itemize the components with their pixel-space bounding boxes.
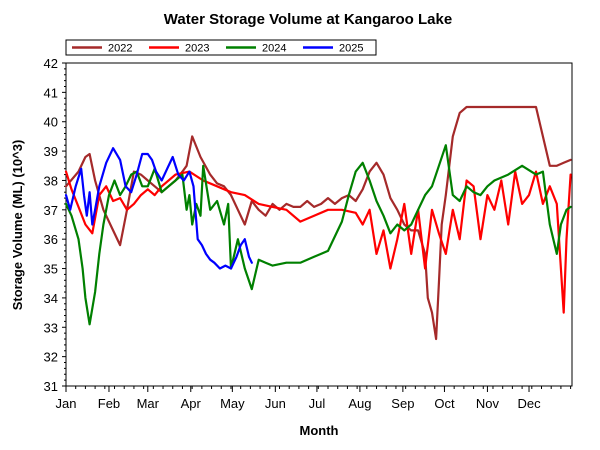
y-tick-label: 34 xyxy=(44,291,58,306)
y-tick-label: 33 xyxy=(44,320,58,335)
y-tick-label: 32 xyxy=(44,350,58,365)
legend: 2022 2023 2024 2025 xyxy=(65,39,377,56)
x-tick-label: Dec xyxy=(517,396,541,411)
x-tick-label: Jun xyxy=(265,396,286,411)
x-tick-label: Aug xyxy=(348,396,371,411)
series-line-2024 xyxy=(64,144,572,326)
x-tick-label: Oct xyxy=(434,396,455,411)
y-tick-label: 38 xyxy=(44,173,58,188)
y-tick-label: 39 xyxy=(44,144,58,159)
legend-label-2025: 2025 xyxy=(339,43,363,55)
y-axis: 31 32 33 34 35 36 37 38 39 40 41 42 xyxy=(44,56,66,394)
y-tick-label: 40 xyxy=(44,115,58,130)
series-line-2025 xyxy=(64,147,253,270)
x-tick-label: Feb xyxy=(98,396,120,411)
series-line-2023 xyxy=(64,170,572,314)
x-tick-label: Nov xyxy=(476,396,500,411)
plot-area xyxy=(65,62,573,387)
x-tick-label: Jul xyxy=(309,396,326,411)
legend-label-2023: 2023 xyxy=(185,43,209,55)
y-tick-label: 35 xyxy=(44,262,58,277)
legend-label-2022: 2022 xyxy=(108,43,132,55)
x-axis-label: Month xyxy=(300,423,339,438)
y-axis-label: Storage Volume (ML) (10^3) xyxy=(10,140,25,311)
chart-title: Water Storage Volume at Kangaroo Lake xyxy=(164,11,452,28)
x-tick-label: Mar xyxy=(137,396,160,411)
x-tick-label: Apr xyxy=(181,396,202,411)
y-tick-label: 42 xyxy=(44,56,58,71)
x-tick-label: May xyxy=(220,396,245,411)
y-tick-label: 41 xyxy=(44,85,58,100)
x-tick-label: Sep xyxy=(391,396,414,411)
x-tick-label: Jan xyxy=(56,396,77,411)
x-axis: Jan Feb Mar Apr May Jun Jul Aug Sep Oct Nov Dec xyxy=(56,386,572,411)
legend-box xyxy=(65,39,377,56)
y-tick-label: 36 xyxy=(44,232,58,247)
y-tick-label: 37 xyxy=(44,203,58,218)
legend-label-2024: 2024 xyxy=(262,43,286,55)
series-line-2022 xyxy=(64,105,572,341)
y-tick-label: 31 xyxy=(44,379,58,394)
plot-border xyxy=(65,62,573,387)
series-lines xyxy=(64,105,572,341)
